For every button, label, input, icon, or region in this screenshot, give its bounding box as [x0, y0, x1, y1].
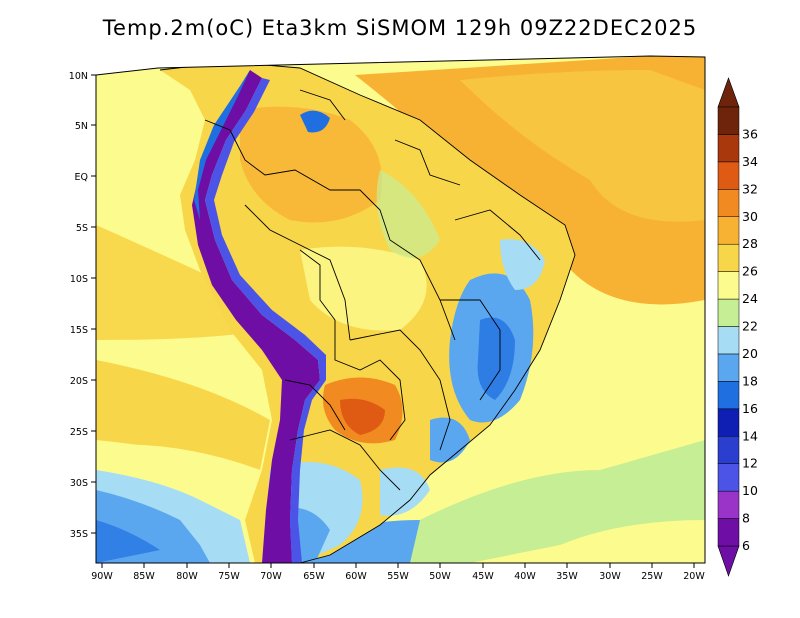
lon-tick-label: 80W — [176, 571, 198, 582]
lon-tick-label: 60W — [345, 571, 367, 582]
lat-tick-label: 10S — [70, 274, 88, 285]
colorbar-label: 22 — [742, 319, 758, 334]
lat-tick-label: 25S — [70, 427, 88, 438]
colorbar-swatch — [717, 106, 740, 135]
colorbar-label: 36 — [742, 126, 758, 141]
colorbar-label: 6 — [742, 538, 750, 553]
lat-tick-label: 30S — [70, 478, 88, 489]
colorbar-label: 32 — [742, 181, 758, 196]
colorbar-swatch — [717, 326, 740, 355]
colorbar-top-arrow — [717, 77, 740, 108]
lon-tick-label: 50W — [429, 571, 451, 582]
colorbar-swatch — [717, 161, 740, 190]
colorbar-label: 16 — [742, 401, 758, 416]
colorbar-label: 8 — [742, 511, 750, 526]
colorbar-label: 12 — [742, 456, 758, 471]
colorbar-label: 10 — [742, 483, 758, 498]
lon-tick-label: 65W — [303, 571, 325, 582]
colorbar-swatch — [717, 381, 740, 410]
colorbar-swatch — [717, 134, 740, 163]
lat-tick-label: 20S — [70, 376, 88, 387]
colorbar-swatch — [717, 463, 740, 492]
lat-tick-label: 10N — [69, 71, 88, 82]
country-borders — [159, 61, 576, 563]
lon-tick-label: 30W — [599, 571, 621, 582]
colorbar-label: 28 — [742, 236, 758, 251]
colorbar-label: 34 — [742, 154, 758, 169]
lon-tick-label: 40W — [514, 571, 536, 582]
lat-tick-label: 5S — [76, 223, 88, 234]
lon-tick-label: 35W — [556, 571, 578, 582]
colorbar-swatch — [717, 518, 740, 547]
colorbar-swatch — [717, 271, 740, 300]
map-frame — [95, 55, 706, 564]
colorbar-label: 18 — [742, 373, 758, 388]
map-title: Temp.2m(oC) Eta3km SiSMOM 129h 09Z22DEC2… — [102, 16, 698, 40]
colorbar-label: 26 — [742, 264, 758, 279]
colorbar-swatch — [717, 189, 740, 217]
lon-tick-label: 25W — [641, 571, 663, 582]
colorbar-swatch — [717, 490, 740, 519]
lat-tick-label: EQ — [75, 172, 88, 183]
lon-axis: 90W 85W 80W 75W 70W 65W 60W 55W 50W 45W … — [91, 563, 705, 582]
colorbar-label: 30 — [742, 209, 758, 224]
colorbar-swatch — [717, 436, 740, 464]
lat-tick-label: 35S — [70, 529, 88, 540]
colorbar-swatch — [717, 216, 740, 245]
andes-cordillera — [192, 70, 320, 563]
lat-tick-label: 5N — [75, 121, 88, 132]
lon-tick-label: 70W — [260, 571, 282, 582]
lon-tick-label: 20W — [683, 571, 705, 582]
colorbar-swatch — [717, 298, 740, 327]
lon-tick-label: 75W — [218, 571, 240, 582]
temperature-field — [96, 56, 705, 563]
lon-tick-label: 45W — [472, 571, 494, 582]
colorbar-label: 24 — [742, 291, 758, 306]
colorbar-label: 14 — [742, 428, 758, 443]
lat-axis: 10N 5N EQ 5S 10S 15S 20S 25S 30S 35S — [69, 71, 96, 540]
lon-tick-label: 90W — [91, 571, 113, 582]
colorbar-label: 20 — [742, 346, 758, 361]
lon-tick-label: 55W — [387, 571, 409, 582]
lon-tick-label: 85W — [133, 571, 155, 582]
colorbar-swatch — [717, 243, 740, 272]
colorbar: 6 8 10 12 14 16 18 20 22 24 26 28 30 32 34 36 — [717, 77, 758, 577]
lat-tick-label: 15S — [70, 325, 88, 336]
colorbar-swatch — [717, 353, 740, 382]
colorbar-bottom-arrow — [717, 545, 740, 577]
colorbar-swatch — [717, 408, 740, 437]
